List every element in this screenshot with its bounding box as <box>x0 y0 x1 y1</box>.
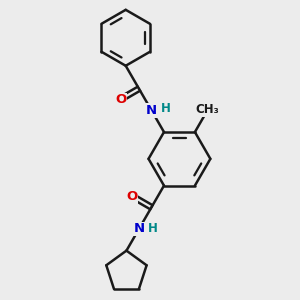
Text: CH₃: CH₃ <box>196 103 219 116</box>
Text: H: H <box>148 222 158 235</box>
Text: O: O <box>115 93 127 106</box>
Text: N: N <box>134 223 145 236</box>
Text: O: O <box>127 190 138 203</box>
Text: N: N <box>146 104 157 117</box>
Text: H: H <box>161 101 170 115</box>
